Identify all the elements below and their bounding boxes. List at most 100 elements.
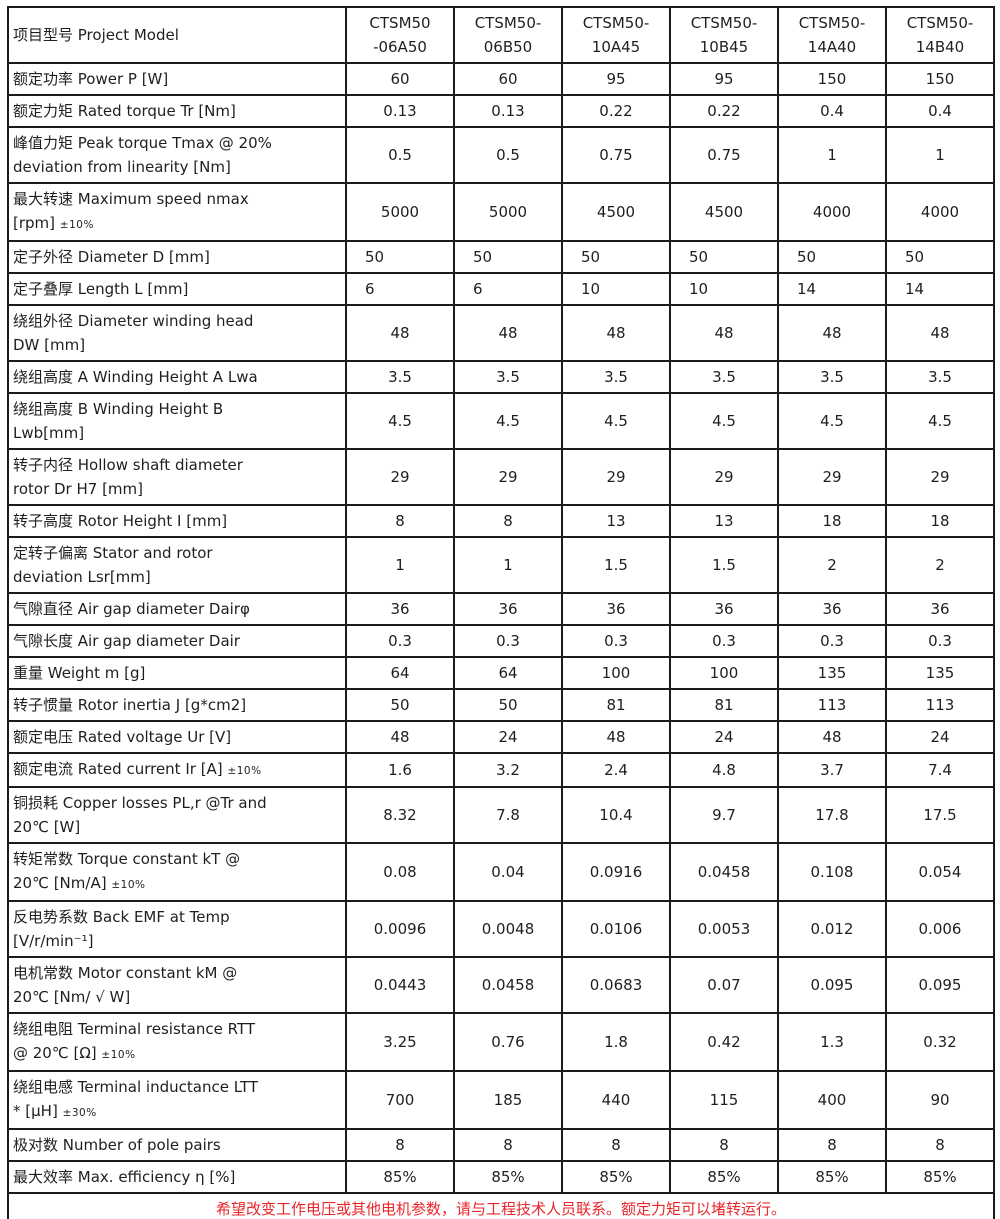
table-row: 绕组电感 Terminal inductance LTT * [μH] ±30%… xyxy=(7,1070,995,1130)
tolerance-note: ±10% xyxy=(227,765,262,777)
spec-table: 项目型号 Project Model CTSM50 -06A50 CTSM50-… xyxy=(7,6,995,1219)
spec-value: 2.4 xyxy=(561,752,671,788)
spec-value: 29 xyxy=(345,448,455,506)
spec-value: 95 xyxy=(669,62,779,96)
spec-value: 1.3 xyxy=(777,1012,887,1072)
spec-value: 36 xyxy=(669,592,779,626)
spec-value: 3.2 xyxy=(453,752,563,788)
table-row: 额定功率 Power P [W] 60 60 95 95 150 150 xyxy=(7,62,995,96)
spec-value: 0.5 xyxy=(453,126,563,184)
spec-value: 440 xyxy=(561,1070,671,1130)
row-label-text: 极对数 Number of pole pairs xyxy=(13,1136,221,1154)
spec-value: 135 xyxy=(885,656,995,690)
spec-value: 48 xyxy=(561,720,671,754)
row-label: 转子内径 Hollow shaft diameter rotor Dr H7 [… xyxy=(7,448,347,506)
tolerance-note: ±30% xyxy=(62,1107,97,1119)
table-row: 最大转速 Maximum speed nmax [rpm] ±10% 5000 50… xyxy=(7,182,995,242)
spec-value: 6 xyxy=(345,272,455,306)
tolerance-note: ±10% xyxy=(59,219,94,231)
spec-value: 3.5 xyxy=(777,360,887,394)
spec-value: 1 xyxy=(885,126,995,184)
spec-value: 700 xyxy=(345,1070,455,1130)
table-row: 额定力矩 Rated torque Tr [Nm] 0.13 0.13 0.22 0.2… xyxy=(7,94,995,128)
spec-value: 50 xyxy=(345,688,455,722)
spec-value: 3.5 xyxy=(345,360,455,394)
spec-value: 100 xyxy=(669,656,779,690)
spec-value: 8 xyxy=(453,504,563,538)
spec-value: 10 xyxy=(561,272,671,306)
spec-value: 7.8 xyxy=(453,786,563,844)
table-row: 定转子偏离 Stator and rotor deviation Lsr[mm]… xyxy=(7,536,995,594)
tolerance-note: ±10% xyxy=(101,1049,136,1061)
row-label-text: 额定电流 Rated current Ir [A] xyxy=(13,760,223,778)
spec-value: 36 xyxy=(777,592,887,626)
spec-value: 48 xyxy=(885,304,995,362)
row-label-text: 气隙直径 Air gap diameter Dairφ xyxy=(13,600,250,618)
row-label: 绕组高度 B Winding Height B Lwb[mm] xyxy=(7,392,347,450)
row-label-text: 反电势系数 Back EMF at Temp [V/r/min⁻¹] xyxy=(13,908,230,950)
spec-value: 48 xyxy=(777,304,887,362)
spec-value: 3.5 xyxy=(561,360,671,394)
tolerance-note: ±10% xyxy=(111,879,146,891)
model-name-line1: CTSM50 xyxy=(369,14,431,32)
spec-value: 64 xyxy=(453,656,563,690)
spec-value: 14 xyxy=(777,272,887,306)
spec-value: 0.108 xyxy=(777,842,887,902)
row-label: 峰值力矩 Peak torque Tmax @ 20% deviation fr… xyxy=(7,126,347,184)
spec-value: 400 xyxy=(777,1070,887,1130)
row-label-text: 转子惯量 Rotor inertia J [g*cm2] xyxy=(13,696,247,714)
row-label-text: 额定电压 Rated voltage Ur [V] xyxy=(13,728,232,746)
spec-value: 9.7 xyxy=(669,786,779,844)
spec-value: 113 xyxy=(777,688,887,722)
row-label-text: 转子内径 Hollow shaft diameter rotor Dr H7 [… xyxy=(13,456,243,498)
spec-value: 0.3 xyxy=(669,624,779,658)
row-label: 额定电压 Rated voltage Ur [V] xyxy=(7,720,347,754)
spec-value: 14 xyxy=(885,272,995,306)
row-label-text: 最大转速 Maximum speed nmax [rpm] xyxy=(13,190,249,232)
table-row: 绕组外径 Diameter winding head DW [mm] 48 48 48… xyxy=(7,304,995,362)
table-row: 绕组高度 A Winding Height A Lwa 3.5 3.5 3.5 3.5 3… xyxy=(7,360,995,394)
spec-value: 113 xyxy=(885,688,995,722)
row-label-text: 额定功率 Power P [W] xyxy=(13,70,169,88)
table-row: 重量 Weight m [g] 64 64 100 100 135 135 xyxy=(7,656,995,690)
spec-value: 50 xyxy=(561,240,671,274)
spec-value: 0.22 xyxy=(669,94,779,128)
row-label: 最大转速 Maximum speed nmax [rpm] ±10% xyxy=(7,182,347,242)
spec-value: 10 xyxy=(669,272,779,306)
table-row: 转子惯量 Rotor inertia J [g*cm2] 50 50 81 81 113 1… xyxy=(7,688,995,722)
model-column-header: CTSM50- 14A40 xyxy=(777,6,887,64)
model-column-header: CTSM50- 10A45 xyxy=(561,6,671,64)
spec-value: 10.4 xyxy=(561,786,671,844)
spec-value: 4000 xyxy=(777,182,887,242)
spec-value: 0.3 xyxy=(345,624,455,658)
spec-value: 36 xyxy=(345,592,455,626)
spec-value: 90 xyxy=(885,1070,995,1130)
spec-value: 24 xyxy=(669,720,779,754)
spec-value: 0.012 xyxy=(777,900,887,958)
spec-value: 85% xyxy=(885,1160,995,1194)
spec-value: 0.22 xyxy=(561,94,671,128)
table-row: 最大效率 Max. efficiency η [%] 85% 85% 85% 85% 85… xyxy=(7,1160,995,1194)
table-row: 绕组电阻 Terminal resistance RTT @ 20℃ [Ω] ±… xyxy=(7,1012,995,1072)
spec-value: 7.4 xyxy=(885,752,995,788)
spec-value: 50 xyxy=(453,688,563,722)
spec-value: 29 xyxy=(885,448,995,506)
spec-value: 0.4 xyxy=(777,94,887,128)
row-label: 绕组电感 Terminal inductance LTT * [μH] ±30% xyxy=(7,1070,347,1130)
spec-value: 4500 xyxy=(669,182,779,242)
table-row: 定子外径 Diameter D [mm] 50 50 50 50 50 50 xyxy=(7,240,995,274)
spec-value: 48 xyxy=(453,304,563,362)
spec-value: 1.5 xyxy=(669,536,779,594)
spec-value: 60 xyxy=(453,62,563,96)
spec-value: 0.3 xyxy=(777,624,887,658)
spec-value: 81 xyxy=(561,688,671,722)
spec-value: 4.5 xyxy=(669,392,779,450)
row-label: 绕组外径 Diameter winding head DW [mm] xyxy=(7,304,347,362)
row-label: 转子高度 Rotor Height I [mm] xyxy=(7,504,347,538)
spec-value: 4.5 xyxy=(885,392,995,450)
model-name-line2: 14B40 xyxy=(915,38,965,56)
table-row: 额定电流 Rated current Ir [A] ±10% 1.6 3.2 2.4 4… xyxy=(7,752,995,788)
footer-row: 希望改变工作电压或其他电机参数，请与工程技术人员联系。额定力矩可以堵转运行。 xyxy=(7,1192,995,1219)
model-column-header: CTSM50- 10B45 xyxy=(669,6,779,64)
